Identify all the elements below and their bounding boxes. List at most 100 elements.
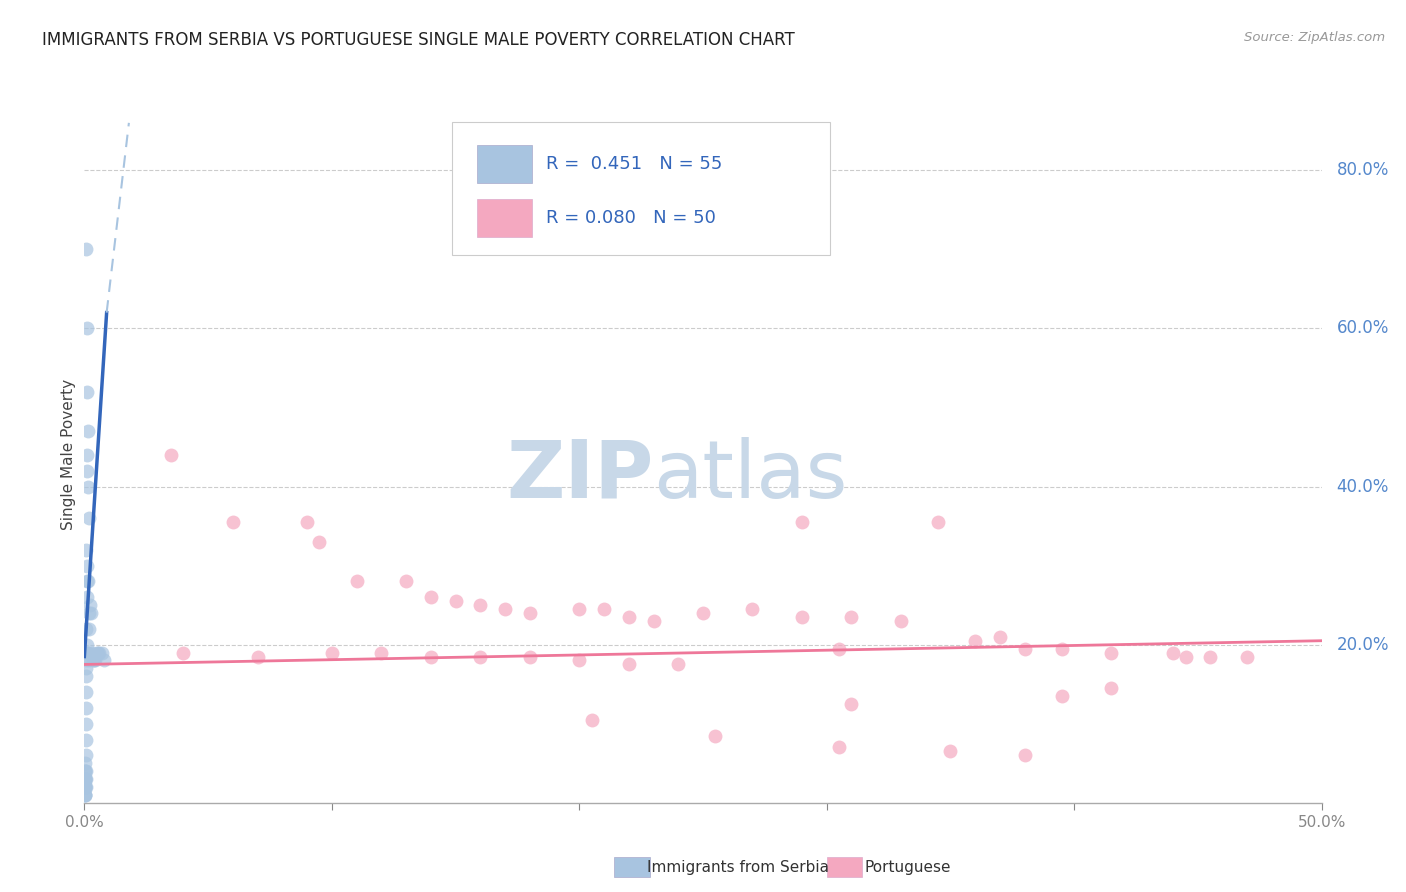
Point [77, 653, 100, 667]
Point [568, 602, 591, 616]
Text: R = 0.080   N = 50: R = 0.080 N = 50 [546, 210, 716, 227]
Point [519, 649, 541, 664]
Point [1099, 646, 1122, 660]
Point [73, 780, 96, 794]
Point [1014, 641, 1036, 656]
Point [75, 748, 97, 763]
Point [828, 740, 851, 755]
Point [593, 602, 616, 616]
Point [346, 574, 368, 589]
Point [494, 602, 516, 616]
Point [395, 574, 418, 589]
Point [75, 780, 97, 794]
Point [76, 448, 98, 462]
Point [76, 558, 98, 573]
Point [75, 661, 97, 675]
Point [73, 772, 96, 786]
Point [75, 622, 97, 636]
Point [519, 606, 541, 620]
FancyBboxPatch shape [451, 122, 831, 255]
Bar [827, 857, 862, 877]
Point [77, 511, 100, 525]
Point [90, 646, 112, 660]
Point [77, 646, 100, 660]
Point [75, 685, 97, 699]
Point [1174, 649, 1197, 664]
Point [75, 764, 97, 779]
Point [1050, 641, 1073, 656]
Point [470, 598, 492, 612]
Point [73, 772, 96, 786]
Point [927, 515, 949, 529]
Point [617, 610, 640, 624]
Text: Immigrants from Serbia: Immigrants from Serbia [647, 860, 828, 874]
Y-axis label: Single Male Poverty: Single Male Poverty [60, 379, 76, 531]
Text: atlas: atlas [654, 437, 848, 515]
Point [704, 729, 727, 743]
Point [321, 646, 343, 660]
Point [75, 701, 97, 715]
Text: Source: ZipAtlas.com: Source: ZipAtlas.com [1244, 31, 1385, 45]
Point [87, 646, 110, 660]
Point [75, 653, 97, 667]
Point [1014, 748, 1036, 763]
Text: R =  0.451   N = 55: R = 0.451 N = 55 [546, 155, 723, 173]
Point [77, 424, 100, 438]
Point [75, 772, 97, 786]
Point [841, 697, 863, 711]
Point [75, 756, 97, 771]
Point [82, 653, 104, 667]
Point [568, 653, 591, 667]
Point [666, 657, 689, 672]
Point [79, 606, 101, 620]
Point [790, 515, 813, 529]
Point [76, 591, 98, 605]
Point [86, 646, 108, 660]
Point [1199, 649, 1222, 664]
Point [172, 646, 194, 660]
Point [1099, 681, 1122, 695]
Point [444, 594, 467, 608]
Point [470, 649, 492, 664]
Point [617, 657, 640, 672]
Bar [614, 857, 650, 877]
Point [75, 780, 97, 794]
Point [73, 764, 96, 779]
Point [581, 713, 603, 727]
Point [790, 610, 813, 624]
Point [308, 534, 330, 549]
Point [89, 646, 111, 660]
Bar [477, 199, 533, 237]
Point [75, 542, 97, 557]
Point [75, 669, 97, 683]
Point [988, 630, 1011, 644]
Text: 60.0%: 60.0% [1337, 319, 1389, 337]
Point [79, 622, 101, 636]
Point [79, 598, 101, 612]
Text: Portuguese: Portuguese [865, 860, 952, 874]
Point [76, 384, 98, 399]
Point [75, 788, 97, 802]
Point [76, 464, 98, 478]
Point [77, 574, 100, 589]
Point [75, 243, 97, 257]
Point [419, 649, 441, 664]
Point [76, 574, 98, 589]
Point [828, 641, 851, 656]
Point [83, 653, 105, 667]
Point [75, 646, 97, 660]
Point [841, 610, 863, 624]
Text: 40.0%: 40.0% [1337, 477, 1389, 496]
Point [77, 479, 100, 493]
Point [75, 772, 97, 786]
Point [75, 716, 97, 731]
Point [84, 653, 107, 667]
Point [73, 780, 96, 794]
Text: 80.0%: 80.0% [1337, 161, 1389, 179]
Point [643, 614, 665, 628]
Point [76, 638, 98, 652]
Point [77, 606, 100, 620]
Point [741, 602, 763, 616]
Point [419, 591, 441, 605]
Point [1161, 646, 1184, 660]
